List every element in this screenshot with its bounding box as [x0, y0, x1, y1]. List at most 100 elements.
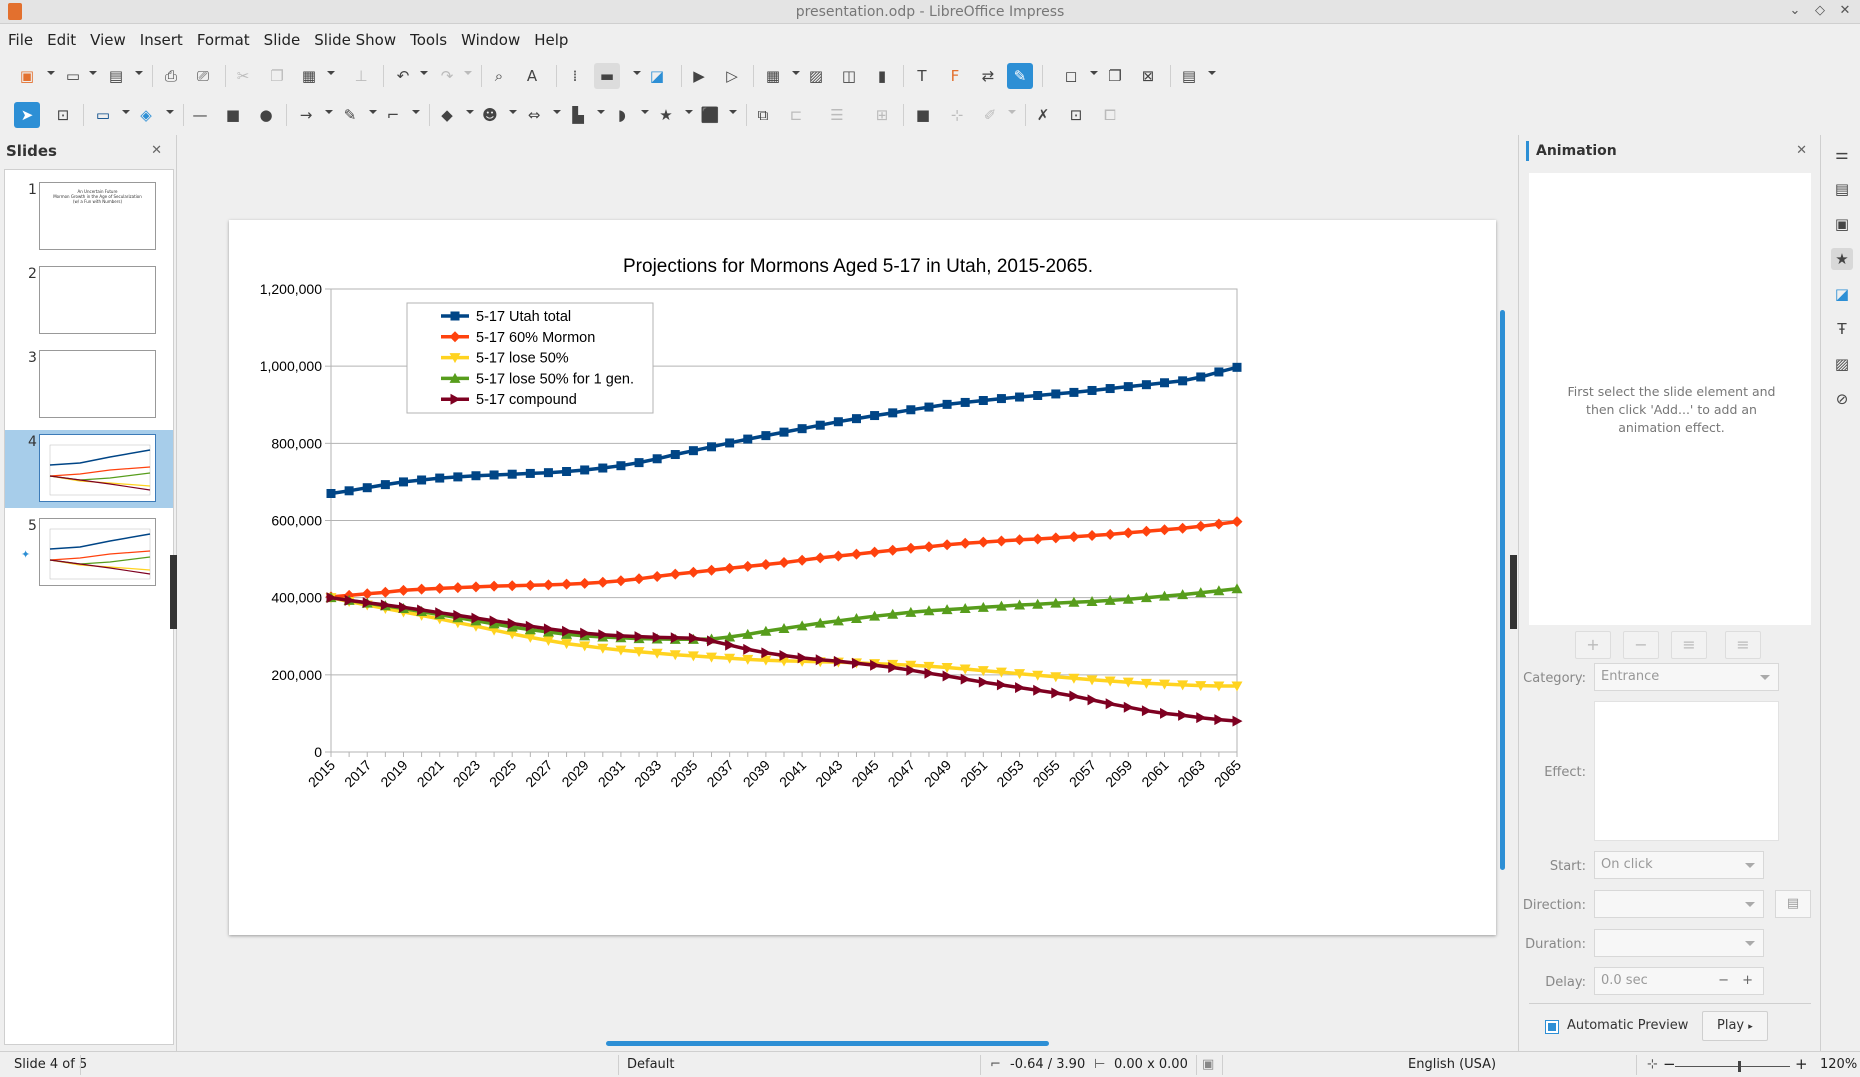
connectors-icon[interactable]: ⌐: [386, 106, 400, 124]
styles-icon[interactable]: Ŧ: [1837, 320, 1847, 338]
duration-select[interactable]: [1594, 929, 1764, 957]
open-dropdown-icon[interactable]: [89, 71, 97, 75]
toggle-extrusion-icon[interactable]: ✗: [1036, 106, 1050, 124]
effect-list[interactable]: [1594, 701, 1779, 841]
maximize-icon[interactable]: ◇: [1815, 3, 1825, 18]
block-arrows-icon[interactable]: ⇔: [527, 106, 541, 124]
menu-window[interactable]: Window: [461, 31, 521, 49]
arrange-icon[interactable]: ☰: [830, 106, 844, 124]
start-select[interactable]: On click: [1594, 851, 1764, 879]
animation-icon[interactable]: ★: [1831, 248, 1853, 270]
gallery-icon[interactable]: ▨: [1834, 355, 1850, 373]
callouts-dropdown-icon[interactable]: [641, 110, 649, 114]
grid-icon[interactable]: ⁞: [572, 67, 578, 85]
decrement-icon[interactable]: −: [1718, 973, 1729, 988]
language-status[interactable]: English (USA): [1408, 1057, 1497, 1072]
move-up-button[interactable]: ≡: [1671, 631, 1707, 659]
menu-tools[interactable]: Tools: [410, 31, 448, 49]
close-icon[interactable]: ✕: [1839, 3, 1851, 18]
move-down-button[interactable]: ≡: [1725, 631, 1761, 659]
crop-icon[interactable]: ⊹: [950, 106, 964, 124]
redo-icon[interactable]: ↷: [440, 67, 454, 85]
layout-dropdown-icon[interactable]: [1208, 71, 1216, 75]
animation-list[interactable]: First select the slide element and then …: [1529, 173, 1811, 625]
close-slides-pane-icon[interactable]: ✕: [151, 143, 162, 158]
transformations-icon[interactable]: ⧉: [757, 106, 769, 124]
stars-icon[interactable]: ★: [659, 106, 673, 124]
zoom-slider[interactable]: [1675, 1066, 1790, 1067]
connectors-dropdown-icon[interactable]: [412, 110, 420, 114]
display-views-icon[interactable]: ▬: [594, 63, 620, 89]
table-dropdown-icon[interactable]: [792, 71, 800, 75]
open-icon[interactable]: ▭: [65, 67, 81, 85]
paste-icon[interactable]: ▦: [301, 67, 317, 85]
table-icon[interactable]: ▦: [765, 67, 781, 85]
symbol-shapes-icon[interactable]: ☻: [482, 106, 498, 124]
collapse-slides-pane-handle[interactable]: [170, 555, 177, 629]
delay-spinbox[interactable]: 0.0 sec − +: [1594, 967, 1764, 995]
redo-dropdown-icon[interactable]: [464, 71, 472, 75]
zoom-in-icon[interactable]: +: [1795, 1055, 1808, 1073]
chart-icon[interactable]: ▮: [877, 67, 887, 85]
slide-thumb-4[interactable]: 4: [5, 430, 173, 508]
spelling-icon[interactable]: A: [526, 67, 538, 85]
symbol-shapes-dropdown-icon[interactable]: [509, 110, 517, 114]
fontwork-icon[interactable]: F: [950, 67, 960, 85]
basic-shapes-icon[interactable]: ◆: [441, 106, 453, 124]
line-color-icon[interactable]: ▭: [95, 106, 111, 124]
callouts-icon[interactable]: ◗: [618, 106, 626, 124]
curves-dropdown-icon[interactable]: [369, 110, 377, 114]
media-icon[interactable]: ◫: [841, 67, 857, 85]
shadow-icon[interactable]: ■: [915, 106, 931, 124]
new-slide-icon[interactable]: ▣: [19, 67, 35, 85]
flowchart-icon[interactable]: ▙: [572, 106, 584, 124]
effect-options-button[interactable]: ▤: [1775, 890, 1811, 918]
minimize-icon[interactable]: ⌄: [1789, 3, 1801, 18]
transition-icon[interactable]: ◪: [1834, 285, 1850, 303]
menu-slide-show[interactable]: Slide Show: [314, 31, 397, 49]
basic-shapes-dropdown-icon[interactable]: [466, 110, 474, 114]
close-animation-panel-icon[interactable]: ✕: [1796, 143, 1807, 158]
menu-insert[interactable]: Insert: [139, 31, 183, 49]
menu-slide[interactable]: Slide: [263, 31, 301, 49]
save-dropdown-icon[interactable]: [135, 71, 143, 75]
remove-effect-button[interactable]: −: [1623, 631, 1659, 659]
line-color-dropdown-icon[interactable]: [122, 110, 130, 114]
filter-dropdown-icon[interactable]: [1008, 110, 1016, 114]
start-first-slide-icon[interactable]: ▶: [693, 67, 705, 85]
duplicate-slide-icon[interactable]: ❐: [1108, 67, 1122, 85]
zoom-level-status[interactable]: 120%: [1820, 1057, 1858, 1072]
menu-file[interactable]: File: [8, 31, 34, 49]
textbox-icon[interactable]: T: [917, 67, 927, 85]
flowchart-dropdown-icon[interactable]: [597, 110, 605, 114]
lines-arrows-icon[interactable]: →: [299, 106, 313, 124]
delete-slide-icon[interactable]: ⊠: [1141, 67, 1155, 85]
zoom-pan-icon[interactable]: ⊡: [56, 106, 70, 124]
stars-dropdown-icon[interactable]: [685, 110, 693, 114]
collapse-sidebar-handle[interactable]: [1510, 555, 1517, 629]
export-pdf-icon[interactable]: ⎙: [164, 67, 177, 85]
slide-layout-icon[interactable]: ▤: [1181, 67, 1197, 85]
ellipse-icon[interactable]: ●: [259, 106, 273, 124]
comment-icon[interactable]: ◪: [649, 67, 665, 85]
find-replace-icon[interactable]: ⌕: [494, 67, 504, 85]
slide-dropdown-icon[interactable]: [1090, 71, 1098, 75]
image-icon[interactable]: ▨: [808, 67, 824, 85]
clone-formatting-icon[interactable]: ⊥: [354, 67, 368, 85]
start-current-slide-icon[interactable]: ▷: [726, 67, 738, 85]
menu-edit[interactable]: Edit: [47, 31, 77, 49]
slide-transition-icon[interactable]: ▤: [1834, 180, 1850, 198]
fill-color-dropdown-icon[interactable]: [166, 110, 174, 114]
print-icon[interactable]: ⎚: [196, 67, 209, 85]
cut-icon[interactable]: ✂: [236, 67, 250, 85]
block-arrows-dropdown-icon[interactable]: [553, 110, 561, 114]
vertical-scrollbar[interactable]: [1500, 310, 1505, 870]
new-slide-icon-2[interactable]: ◻: [1064, 67, 1078, 85]
horizontal-scrollbar[interactable]: [606, 1041, 1049, 1046]
menu-help[interactable]: Help: [534, 31, 569, 49]
slide-thumb-3[interactable]: 3: [5, 346, 173, 424]
properties-icon[interactable]: ⚌: [1835, 145, 1849, 163]
save-icon[interactable]: ▤: [108, 67, 124, 85]
direction-select[interactable]: [1594, 890, 1764, 918]
toggle-point-edit-icon[interactable]: ⊡: [1069, 106, 1083, 124]
